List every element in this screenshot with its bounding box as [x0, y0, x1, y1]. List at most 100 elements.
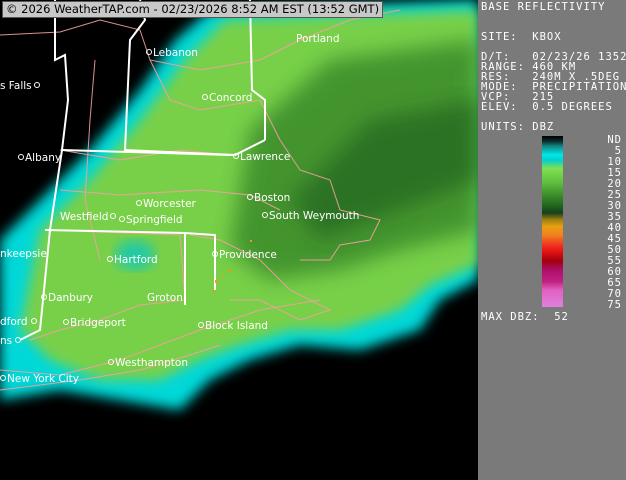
city-poughkeepsie: nkeepsie — [0, 248, 47, 260]
elevation-info: ELEV: 0.5 DEGREES — [481, 101, 613, 113]
city-label: ns — [0, 335, 13, 347]
city-label: Concord — [209, 92, 253, 104]
city-label: Groton — [147, 292, 183, 304]
city-marker-icon — [15, 337, 22, 343]
city-label: Lawrence — [240, 151, 291, 163]
city-label: New York City — [7, 373, 79, 385]
city-label: Boston — [254, 192, 291, 204]
city-bridgeport: Bridgeport — [63, 317, 126, 329]
city-label: South Weymouth — [269, 210, 360, 222]
city-label: Springfield — [126, 214, 183, 226]
scale-label: 20 — [607, 178, 622, 190]
city-label: Albany — [25, 152, 62, 164]
city-marker-icon — [198, 322, 204, 328]
city-label: Hartford — [114, 254, 158, 266]
city-groton: Groton — [147, 292, 183, 304]
city-lebanon: Lebanon — [146, 47, 198, 59]
city-marker-icon — [108, 359, 114, 365]
date-time-info: D/T: 02/23/26 1352Z — [481, 51, 626, 63]
scale-label: 70 — [607, 288, 622, 300]
city-boston: Boston — [247, 192, 290, 204]
city-worcester: Worcester — [136, 198, 196, 210]
city-portland: Portland — [296, 33, 340, 45]
city-springfield: Springfield — [119, 214, 183, 226]
scale-label: 40 — [607, 222, 622, 234]
city-marker-icon — [247, 194, 253, 200]
city-marker-icon — [136, 200, 142, 206]
scale-label: 10 — [607, 156, 622, 168]
city-concord: Concord — [202, 92, 252, 104]
info-panel: BASE REFLECTIVITY SITE: KBOX D/T: 02/23/… — [478, 0, 626, 480]
city-marker-icon — [41, 294, 47, 300]
city-marker-icon — [33, 82, 40, 88]
city-glens-falls: s Falls — [0, 80, 41, 92]
radar-image — [0, 0, 478, 410]
city-westhampton: Westhampton — [108, 357, 188, 369]
vcp-info: VCP: 215 — [481, 91, 555, 103]
city-label: s Falls — [0, 80, 32, 92]
resolution-info: RES: 240M X .5DEG — [481, 71, 621, 83]
city-marker-icon — [30, 318, 37, 324]
city-label: Portland — [296, 33, 340, 45]
scale-label: 75 — [607, 299, 622, 311]
scale-label: 30 — [607, 200, 622, 212]
city-label: Providence — [219, 249, 277, 261]
city-marker-icon — [110, 213, 117, 219]
city-marker-icon — [202, 94, 208, 100]
city-albany: Albany — [18, 152, 61, 164]
city-label: Block Island — [205, 320, 268, 332]
scale-label: 60 — [607, 266, 622, 278]
city-hartford: Hartford — [107, 254, 158, 266]
scale-label: ND — [607, 134, 622, 146]
site-info: SITE: KBOX — [481, 31, 562, 43]
city-label: dford — [0, 316, 28, 328]
color-scale-labels: ND 5 10 15 20 25 30 35 40 45 50 55 60 65… — [584, 135, 622, 311]
echo-darker-green — [290, 100, 478, 240]
city-white-plains: ns — [0, 335, 22, 347]
city-westfield: Westfield — [60, 211, 117, 223]
city-marker-icon — [262, 212, 268, 218]
city-label: Danbury — [48, 292, 94, 304]
city-label: Bridgeport — [70, 317, 126, 329]
scale-label: 50 — [607, 244, 622, 256]
state-lines — [19, 0, 266, 341]
city-providence: Providence — [212, 249, 277, 261]
city-marker-icon — [0, 375, 6, 381]
city-block-island: Block Island — [198, 320, 268, 332]
product-title: BASE REFLECTIVITY — [481, 1, 606, 13]
scale-label: 65 — [607, 277, 622, 289]
echo-cyan-patch — [115, 240, 155, 270]
copyright-timestamp-banner: © 2026 WeatherTAP.com - 02/23/2026 8:52 … — [2, 1, 384, 18]
city-label: Westhampton — [115, 357, 188, 369]
scale-label: 45 — [607, 233, 622, 245]
radar-map[interactable]: © 2026 WeatherTAP.com - 02/23/2026 8:52 … — [0, 0, 478, 480]
scale-label: 55 — [607, 255, 622, 267]
city-label: Lebanon — [153, 47, 198, 59]
city-bedford: dford — [0, 316, 38, 328]
scale-label: 5 — [614, 145, 622, 157]
city-marker-icon — [63, 319, 69, 325]
city-danbury: Danbury — [41, 292, 93, 304]
city-lawrence: Lawrence — [233, 151, 290, 163]
range-info: RANGE: 460 KM — [481, 61, 577, 73]
city-label: Worcester — [143, 198, 196, 210]
scale-label: 25 — [607, 189, 622, 201]
city-marker-icon — [212, 251, 218, 257]
scale-label: 35 — [607, 211, 622, 223]
county-lines — [0, 9, 401, 391]
city-new-york-city: New York City — [0, 373, 79, 385]
rain-speckles — [212, 240, 252, 293]
units-info: UNITS: DBZ — [481, 121, 555, 133]
city-label: nkeepsie — [0, 248, 47, 260]
city-south-weymouth: South Weymouth — [262, 210, 359, 222]
city-marker-icon — [18, 154, 24, 160]
max-dbz-info: MAX DBZ: 52 — [481, 311, 569, 323]
city-marker-icon — [119, 216, 125, 222]
city-marker-icon — [107, 256, 113, 262]
city-marker-icon — [233, 153, 239, 159]
city-label: Westfield — [60, 211, 109, 223]
color-scale-bar — [542, 136, 563, 307]
city-marker-icon — [146, 49, 152, 55]
scale-label: 15 — [607, 167, 622, 179]
